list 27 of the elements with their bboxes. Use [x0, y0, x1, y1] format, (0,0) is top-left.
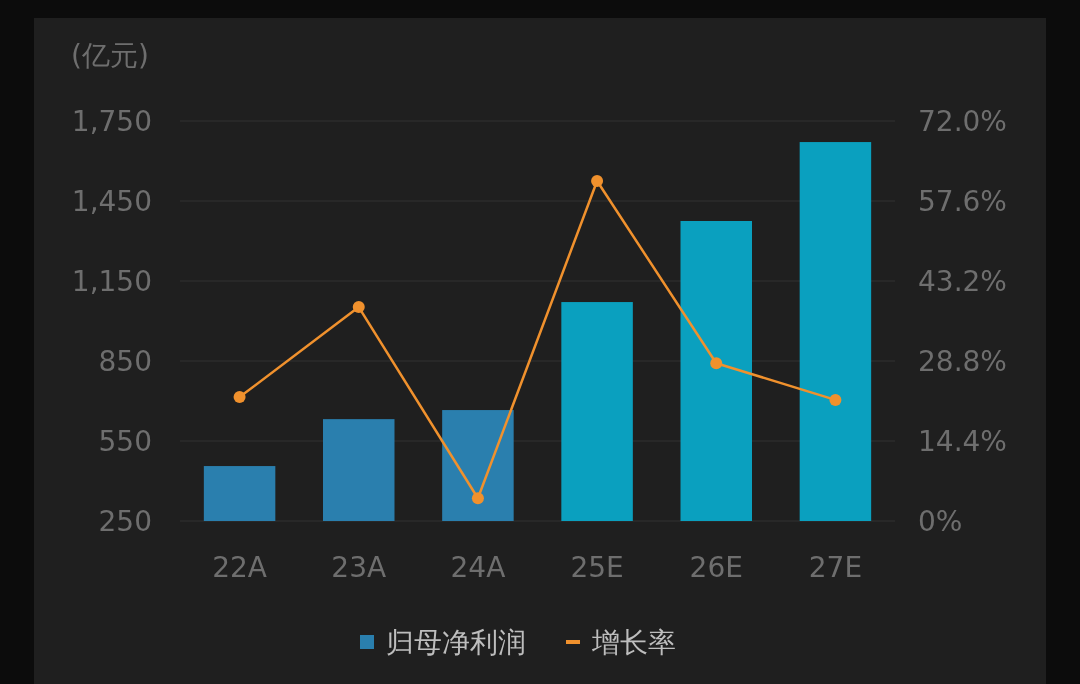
point [352, 301, 365, 314]
y2-tick-label: 14.4% [918, 424, 1007, 458]
y-tick-label: 1,150 [71, 264, 152, 298]
point [233, 391, 246, 404]
point [591, 175, 604, 187]
x-tick-label: 25E [570, 550, 624, 584]
point [710, 357, 723, 370]
x-tick-label: 26E [689, 550, 743, 584]
legend-label: 归母净利润 [386, 625, 526, 659]
y-tick-label: 1,750 [71, 104, 152, 138]
x-tick-label: 24A [450, 550, 506, 584]
y-tick-label: 850 [98, 344, 152, 378]
x-tick-label: 22A [212, 550, 267, 584]
y-axis-title: (亿元) [71, 38, 149, 72]
x-tick-label: 23A [331, 550, 387, 584]
legend-label: 增长率 [591, 625, 676, 659]
y2-tick-label: 43.2% [918, 264, 1007, 298]
y-tick-label: 1,450 [71, 184, 152, 218]
y2-tick-label: 28.8% [918, 344, 1007, 378]
y-tick-label: 550 [98, 424, 152, 458]
x-tick-label: 27E [808, 550, 863, 584]
point [471, 492, 484, 505]
y2-tick-label: 0% [918, 504, 963, 538]
y2-tick-label: 72.0% [918, 104, 1007, 138]
y2-tick-label: 57.6% [918, 184, 1007, 218]
point [829, 393, 842, 406]
y-tick-label: 250 [98, 504, 152, 538]
